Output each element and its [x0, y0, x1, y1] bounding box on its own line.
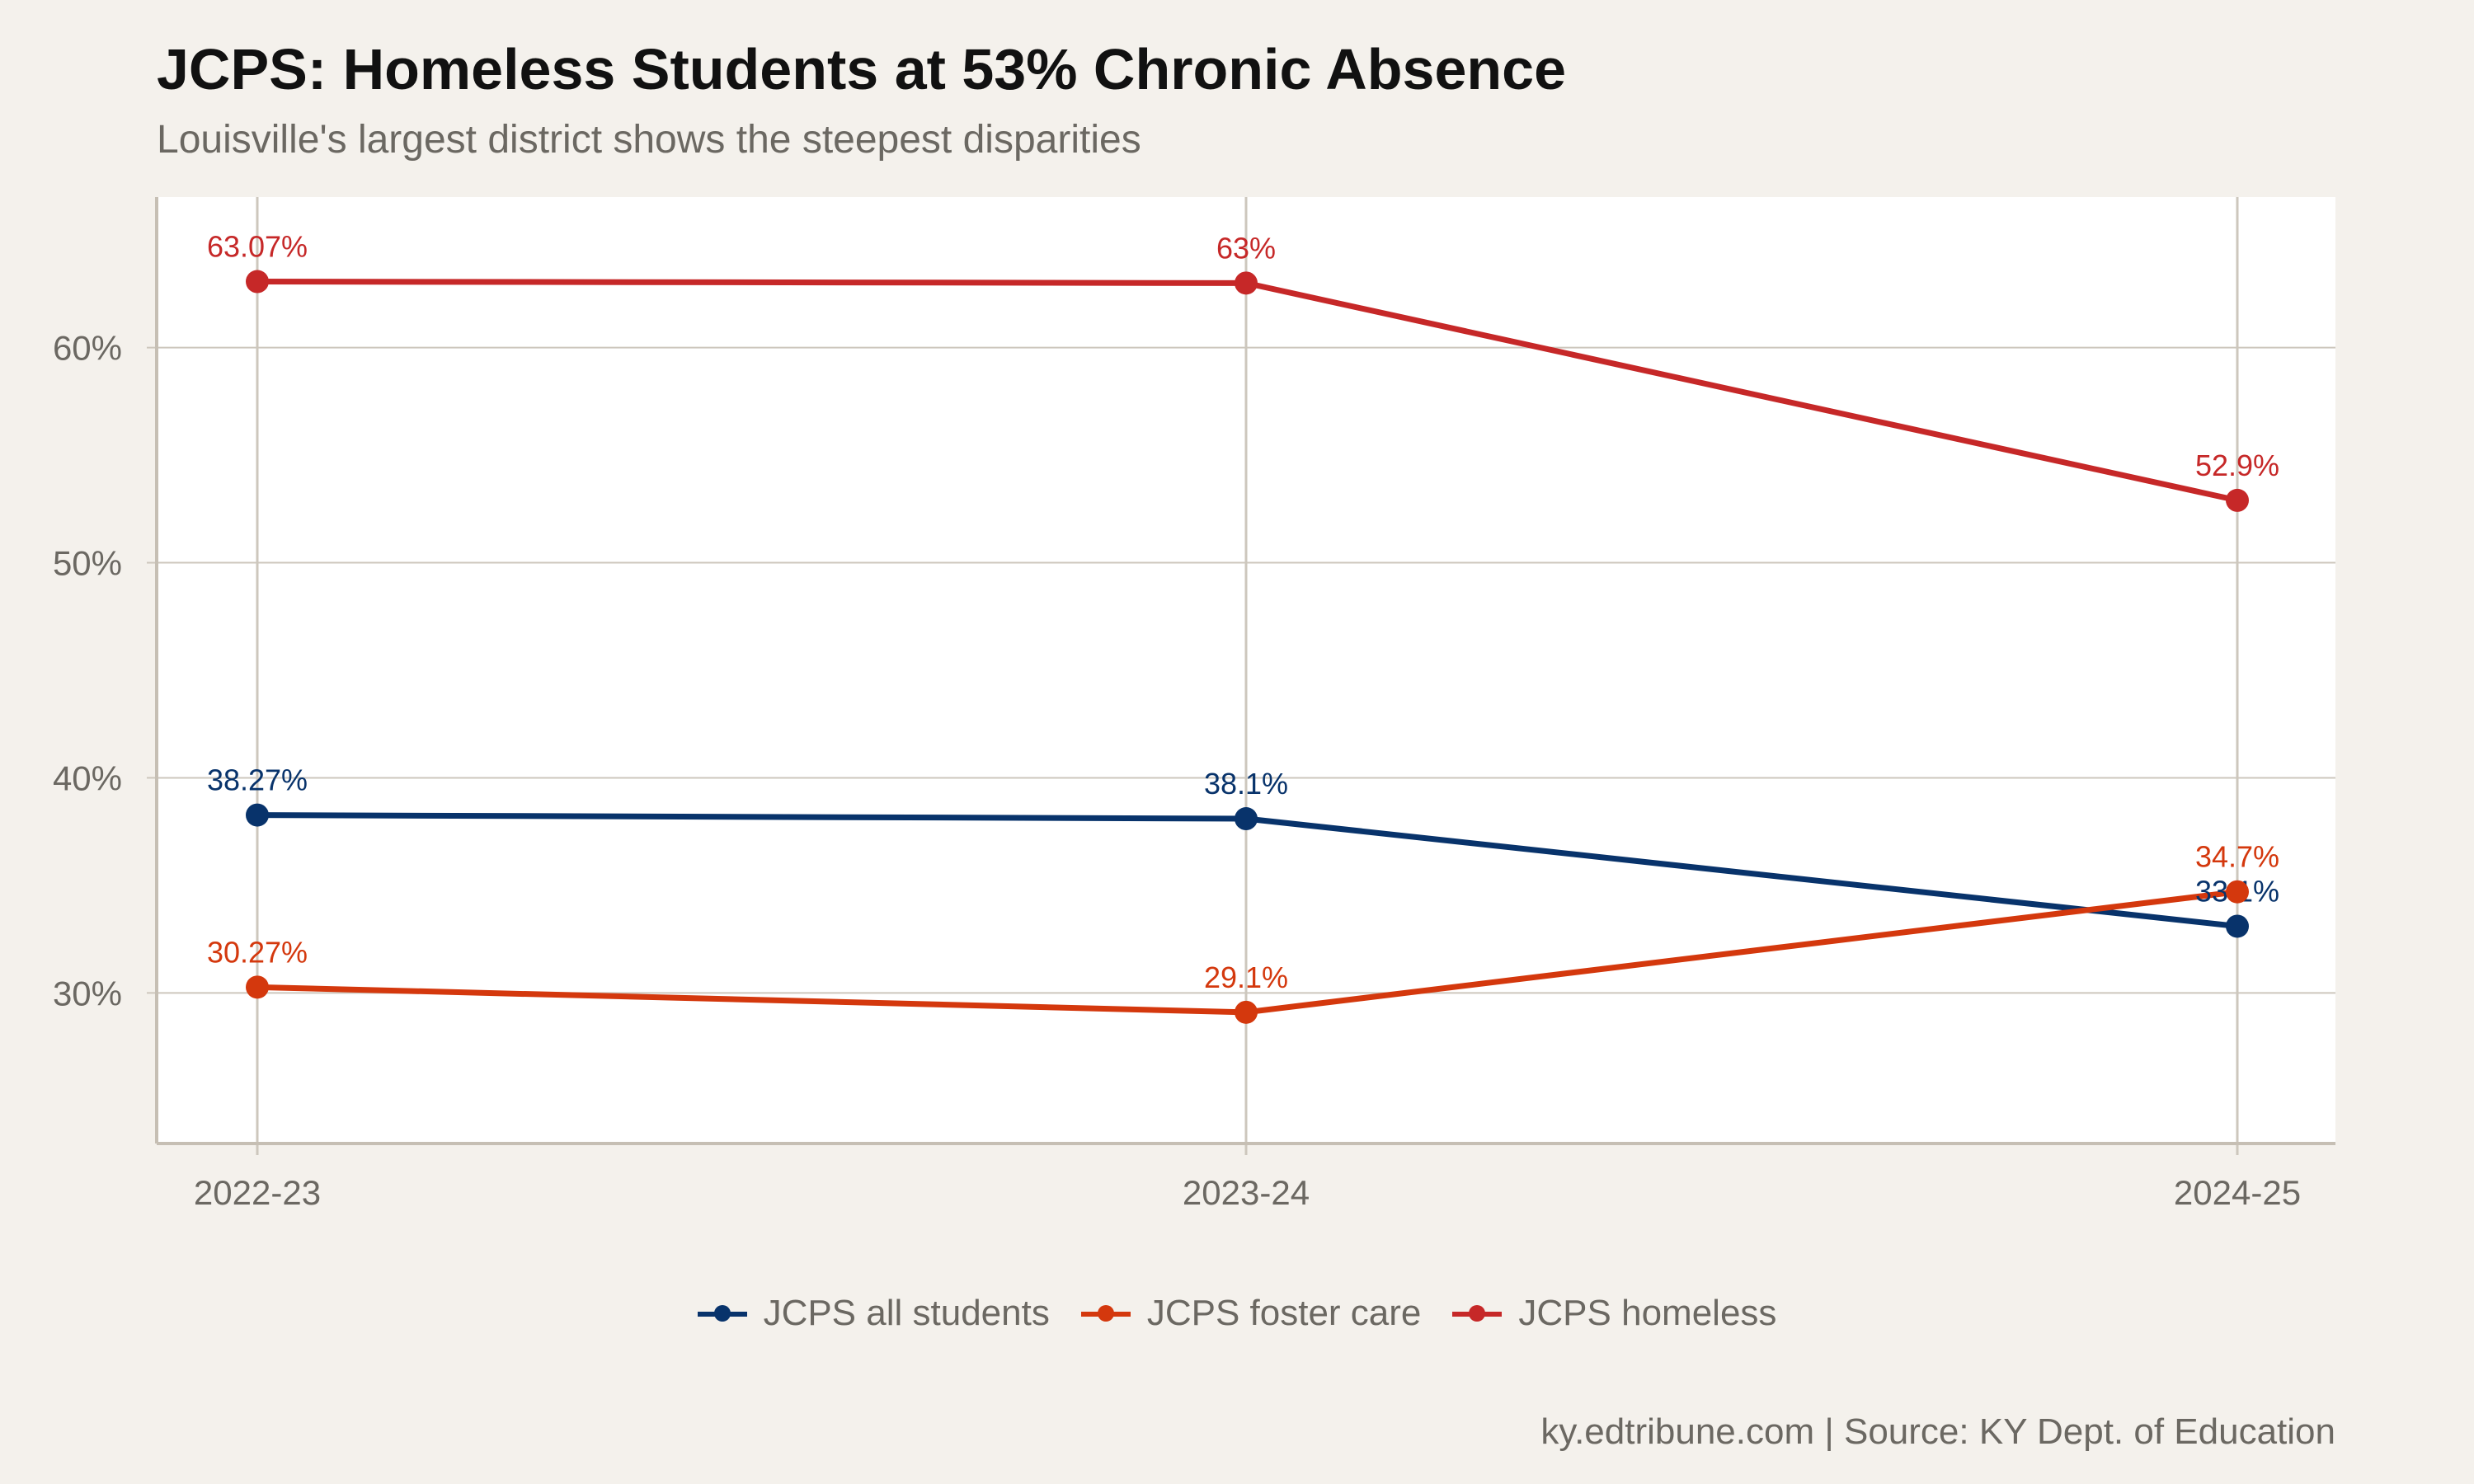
legend-key-all-students: [697, 1305, 747, 1322]
source-caption: ky.edtribune.com | Source: KY Dept. of E…: [1540, 1411, 2335, 1452]
legend-item-homeless: JCPS homeless: [1452, 1293, 1776, 1334]
data-point: [2226, 880, 2249, 904]
data-label: 30.27%: [207, 935, 308, 969]
data-label: 38.1%: [1204, 767, 1288, 801]
legend-label: JCPS all students: [763, 1293, 1050, 1333]
legend-label: JCPS foster care: [1146, 1293, 1422, 1333]
data-point: [1235, 807, 1258, 831]
data-label: 34.7%: [2195, 840, 2279, 874]
data-label: 52.9%: [2195, 448, 2279, 482]
legend-label: JCPS homeless: [1518, 1293, 1777, 1333]
x-tick-label: 2022-23: [194, 1173, 321, 1212]
legend-item-foster-care: JCPS foster care: [1080, 1293, 1422, 1334]
chart-title: JCPS: Homeless Students at 53% Chronic A…: [157, 37, 1567, 101]
legend-item-all-students: JCPS all students: [697, 1293, 1050, 1334]
data-point: [2226, 488, 2249, 512]
data-label: 38.27%: [207, 763, 308, 797]
x-tick-label: 2023-24: [1183, 1173, 1310, 1212]
data-label: 63.07%: [207, 230, 308, 264]
legend-key-homeless: [1452, 1305, 1503, 1322]
y-tick-label: 60%: [53, 329, 122, 368]
data-point: [246, 975, 269, 999]
y-tick-label: 30%: [53, 974, 122, 1012]
legend-key-foster-care: [1080, 1305, 1131, 1322]
data-point: [2226, 914, 2249, 938]
data-point: [246, 803, 269, 827]
chart-subtitle: Louisville's largest district shows the …: [157, 118, 1141, 162]
y-tick-label: 50%: [53, 544, 122, 583]
x-tick-label: 2024-25: [2174, 1173, 2301, 1212]
y-tick-label: 40%: [53, 758, 122, 797]
legend: JCPS all students JCPS foster care JCPS …: [0, 1293, 2474, 1334]
data-point: [1235, 271, 1258, 295]
data-point: [1235, 1000, 1258, 1024]
data-label: 63%: [1216, 231, 1276, 265]
data-point: [246, 270, 269, 294]
data-label: 29.1%: [1204, 960, 1288, 994]
